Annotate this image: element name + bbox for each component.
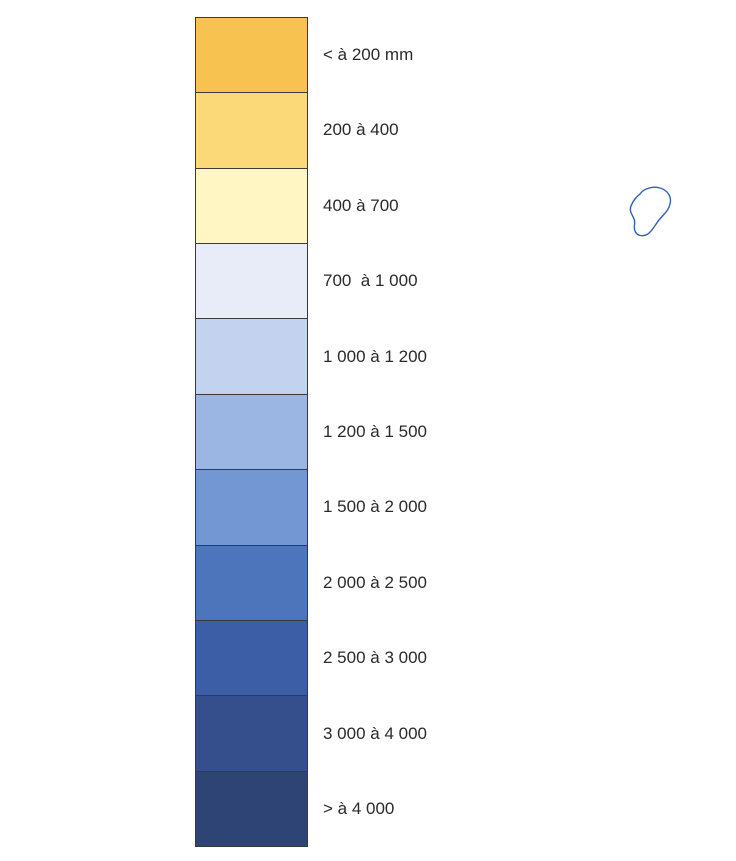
precipitation-legend-swatches: [195, 17, 308, 847]
legend-swatch-8: [196, 545, 307, 621]
legend-swatch-7: [196, 470, 307, 546]
legend-swatch-10: [196, 696, 307, 772]
legend-label-4: 700 à 1 000: [323, 271, 418, 291]
precipitation-legend-labels: < à 200 mm 200 à 400 400 à 700 700 à 1 000 1…: [323, 17, 427, 847]
legend-swatch-2: [196, 93, 307, 169]
legend-label-11: > à 4 000: [323, 799, 395, 819]
legend-label-7: 1 500 à 2 000: [323, 497, 427, 517]
legend-label-8: 2 000 à 2 500: [323, 572, 427, 592]
legend-label-3: 400 à 700: [323, 195, 399, 215]
legend-label-9: 2 500 à 3 000: [323, 648, 427, 668]
legend-swatch-4: [196, 244, 307, 320]
island-outline: [629, 186, 672, 237]
island-shape: [629, 186, 672, 237]
legend-swatch-11: [196, 771, 307, 846]
legend-swatch-1: [196, 18, 307, 94]
legend-label-10: 3 000 à 4 000: [323, 723, 427, 743]
legend-swatch-6: [196, 394, 307, 471]
legend-swatch-5: [196, 319, 307, 395]
legend-swatch-9: [196, 620, 307, 697]
legend-swatch-3: [196, 168, 307, 245]
legend-label-5: 1 000 à 1 200: [323, 346, 427, 366]
legend-label-6: 1 200 à 1 500: [323, 421, 427, 441]
legend-label-1: < à 200 mm: [323, 44, 414, 64]
legend-label-2: 200 à 400: [323, 120, 399, 140]
